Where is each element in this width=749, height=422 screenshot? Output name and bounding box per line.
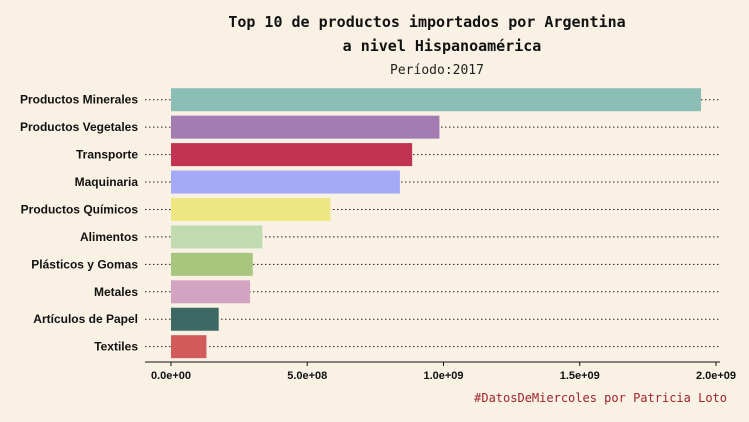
bars xyxy=(171,88,702,359)
bar-productos-vegetales xyxy=(171,115,440,139)
chart-title: Top 10 de productos importados por Argen… xyxy=(228,13,625,31)
bar-productos-minerales xyxy=(171,88,702,112)
category-label: Artículos de Papel xyxy=(33,312,138,326)
category-label: Maquinaria xyxy=(75,175,139,189)
category-label: Alimentos xyxy=(80,230,138,244)
chart-title-line2: a nivel Hispanoamérica xyxy=(343,37,542,55)
category-label: Productos Vegetales xyxy=(20,120,138,134)
category-labels: Productos Minerales Productos Vegetales Tr… xyxy=(20,93,138,354)
x-tick-label: 1.0e+09 xyxy=(423,370,463,382)
chart-subtitle: Período:2017 xyxy=(390,63,484,78)
x-tick-label: 5.0e+08 xyxy=(287,370,327,382)
bar-transporte xyxy=(171,143,413,167)
x-tick-label: 1.5e+09 xyxy=(560,370,600,382)
x-tick-label: 0.0e+00 xyxy=(151,370,191,382)
bar-pl-sticos-y-gomas xyxy=(171,252,253,276)
category-label: Productos Minerales xyxy=(20,93,138,107)
bar-productos-qu-micos xyxy=(171,197,331,221)
bar-art-culos-de-papel xyxy=(171,307,219,331)
category-label: Plásticos y Gomas xyxy=(31,257,138,271)
x-tick-label: 2.0e+09 xyxy=(696,370,736,382)
bar-textiles xyxy=(171,335,207,359)
category-label: Transporte xyxy=(76,148,138,162)
category-label: Metales xyxy=(94,285,138,299)
bar-metales xyxy=(171,280,251,304)
category-label: Productos Químicos xyxy=(21,202,139,216)
bar-maquinaria xyxy=(171,170,400,194)
chart-caption: #DatosDeMiercoles por Patricia Loto xyxy=(474,391,727,405)
x-axis: 0.0e+00 5.0e+08 1.0e+09 1.5e+09 2.0e+09 xyxy=(145,361,736,382)
bar-alimentos xyxy=(171,225,263,249)
category-label: Textiles xyxy=(94,340,138,354)
